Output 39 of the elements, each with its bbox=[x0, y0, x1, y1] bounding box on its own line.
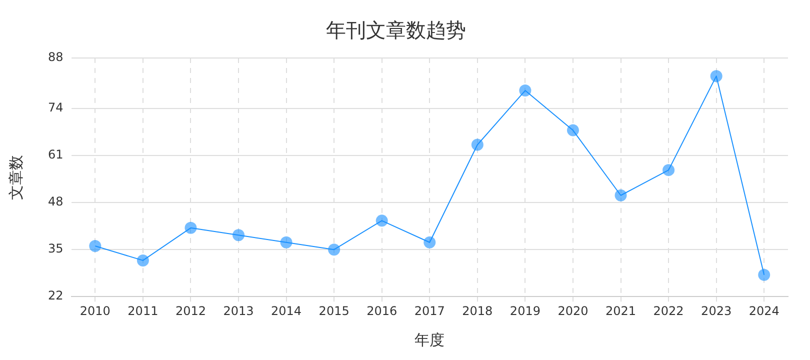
point bbox=[424, 236, 436, 248]
x-tick-label: 2018 bbox=[462, 304, 493, 318]
x-tick-label: 2013 bbox=[223, 304, 254, 318]
x-tick-label: 2010 bbox=[80, 304, 110, 318]
point bbox=[376, 214, 388, 227]
point bbox=[280, 236, 292, 248]
point bbox=[471, 138, 484, 151]
point bbox=[566, 124, 579, 136]
y-tick-label: 61 bbox=[48, 148, 64, 162]
x-tick-label: 2015 bbox=[318, 304, 350, 318]
x-tick-label: 2021 bbox=[605, 304, 636, 318]
point bbox=[89, 240, 102, 252]
x-tick-label: 2020 bbox=[558, 304, 588, 318]
point bbox=[184, 222, 197, 234]
x-tick-label: 2022 bbox=[653, 304, 684, 318]
y-axis-title: 文章数 bbox=[6, 154, 25, 200]
y-tick-label: 88 bbox=[48, 50, 64, 64]
x-axis-title: 年度 bbox=[414, 330, 445, 349]
x-tick-label: 2011 bbox=[128, 304, 158, 318]
point bbox=[710, 70, 722, 82]
y-tick-label: 22 bbox=[48, 288, 64, 303]
x-tick-label: 2016 bbox=[366, 304, 398, 318]
x-tick-label: 2017 bbox=[414, 304, 445, 318]
chart-title: 年刊文章数趋势 bbox=[326, 18, 466, 42]
point bbox=[136, 254, 149, 266]
x-tick-label: 2019 bbox=[510, 304, 540, 318]
point bbox=[662, 164, 675, 176]
y-tick-label: 35 bbox=[48, 242, 64, 256]
x-tick-label: 2023 bbox=[701, 304, 732, 318]
point bbox=[614, 189, 627, 202]
point bbox=[519, 84, 532, 97]
x-tick-label: 2024 bbox=[748, 304, 780, 318]
x-tick-label: 2014 bbox=[271, 304, 302, 318]
point bbox=[758, 268, 770, 281]
y-tick-label: 74 bbox=[48, 100, 64, 115]
x-tick-label: 2012 bbox=[175, 304, 206, 318]
point bbox=[232, 229, 245, 242]
y-tick-label: 48 bbox=[48, 194, 64, 209]
point bbox=[328, 244, 340, 256]
